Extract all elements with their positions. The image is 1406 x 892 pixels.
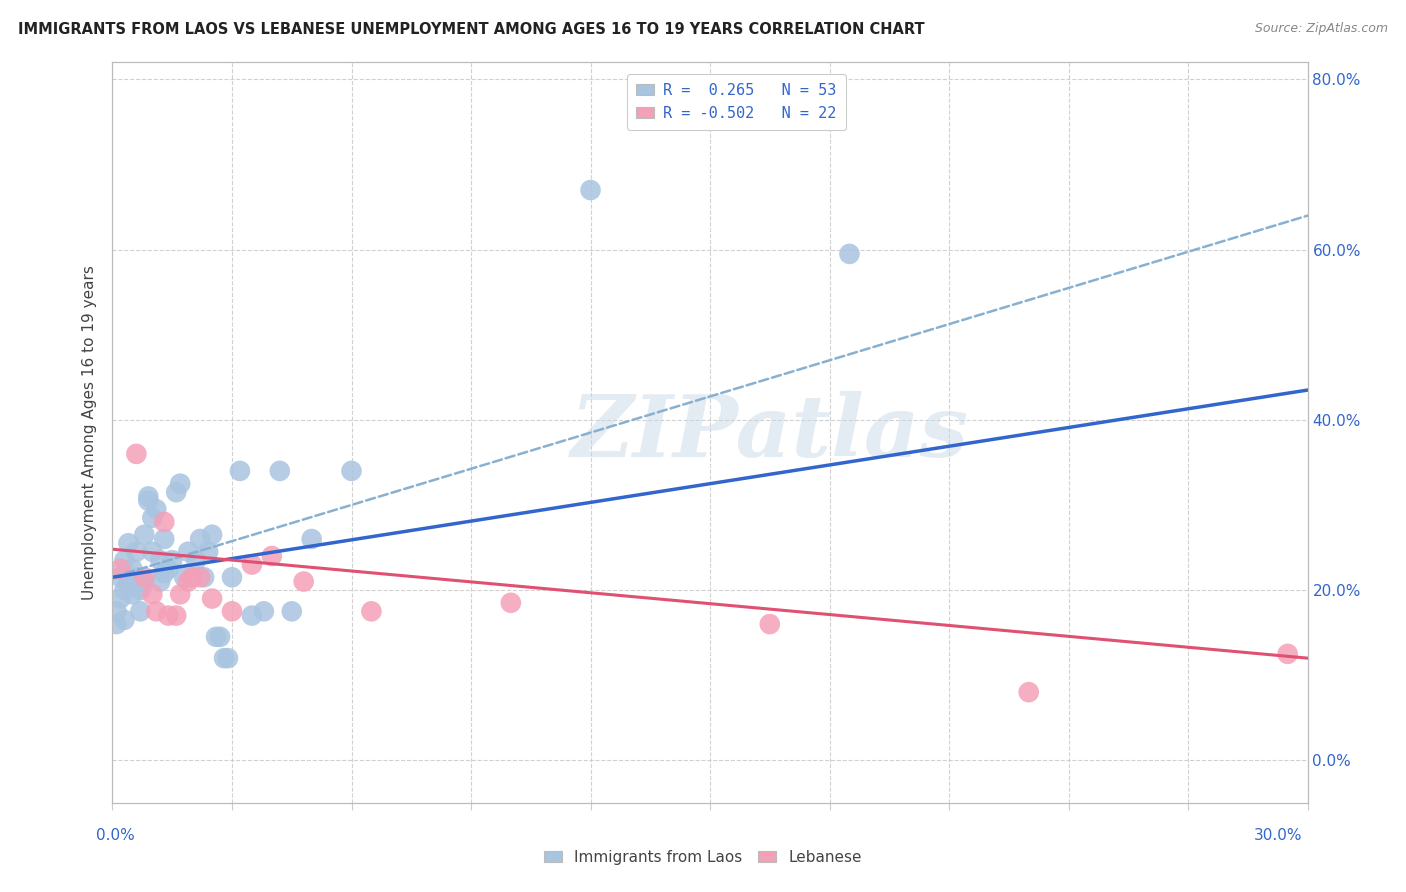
Point (162, 553, 183, 567)
Point (260, 549, 283, 563)
Point (181, 570, 204, 584)
Text: ZIPatlas: ZIPatlas (571, 391, 969, 475)
Point (141, 545, 163, 559)
Point (240, 558, 263, 572)
Point (169, 587, 191, 601)
Point (114, 553, 135, 567)
Text: Source: ZipAtlas.com: Source: ZipAtlas.com (1254, 22, 1388, 36)
Point (134, 527, 156, 541)
Point (201, 591, 224, 606)
Point (269, 464, 291, 478)
Point (499, 596, 522, 610)
Point (173, 570, 195, 584)
Point (114, 613, 135, 627)
Point (157, 608, 180, 623)
Point (360, 604, 382, 618)
Point (125, 447, 148, 461)
Point (205, 630, 228, 644)
Point (181, 570, 204, 584)
Point (110, 570, 132, 584)
Point (114, 582, 135, 597)
Point (153, 566, 176, 580)
Point (121, 562, 143, 576)
Point (134, 570, 156, 584)
Point (110, 591, 132, 606)
Point (221, 604, 243, 618)
Point (838, 247, 860, 261)
Point (105, 604, 128, 618)
Point (141, 510, 163, 524)
Point (165, 485, 187, 500)
Point (212, 651, 235, 665)
Point (125, 570, 148, 584)
Point (281, 604, 304, 618)
Point (153, 532, 176, 546)
Point (145, 502, 167, 516)
Legend: R =  0.265   N = 53, R = -0.502   N = 22: R = 0.265 N = 53, R = -0.502 N = 22 (627, 74, 846, 129)
Point (149, 553, 172, 567)
Point (1277, 647, 1299, 661)
Point (121, 587, 143, 601)
Point (292, 574, 315, 589)
Point (229, 464, 252, 478)
Point (157, 562, 180, 576)
Point (217, 651, 239, 665)
Point (177, 545, 200, 559)
Point (186, 553, 208, 567)
Point (197, 545, 219, 559)
Point (301, 532, 323, 546)
Point (1018, 685, 1040, 699)
Point (110, 562, 132, 576)
Point (165, 608, 187, 623)
Point (138, 493, 160, 508)
Legend: Immigrants from Laos, Lebanese: Immigrants from Laos, Lebanese (538, 844, 868, 871)
Point (193, 570, 215, 584)
Point (221, 570, 243, 584)
Point (105, 617, 128, 632)
Point (579, 183, 602, 197)
Point (129, 574, 152, 589)
Text: 30.0%: 30.0% (1254, 828, 1302, 843)
Point (125, 545, 148, 559)
Point (253, 604, 276, 618)
Point (134, 574, 156, 589)
Text: 0.0%: 0.0% (96, 828, 135, 843)
Text: IMMIGRANTS FROM LAOS VS LEBANESE UNEMPLOYMENT AMONG AGES 16 TO 19 YEARS CORRELAT: IMMIGRANTS FROM LAOS VS LEBANESE UNEMPLO… (18, 22, 925, 37)
Point (129, 582, 152, 597)
Point (141, 587, 163, 601)
Point (149, 574, 172, 589)
Point (138, 490, 160, 504)
Point (177, 574, 200, 589)
Point (188, 570, 211, 584)
Point (117, 574, 139, 589)
Point (153, 515, 176, 529)
Point (188, 532, 211, 546)
Point (240, 608, 263, 623)
Point (759, 617, 782, 632)
Point (201, 527, 224, 541)
Point (117, 536, 139, 550)
Y-axis label: Unemployment Among Ages 16 to 19 years: Unemployment Among Ages 16 to 19 years (82, 265, 97, 600)
Point (169, 476, 191, 491)
Point (209, 630, 232, 644)
Point (145, 604, 167, 618)
Point (129, 604, 152, 618)
Point (340, 464, 363, 478)
